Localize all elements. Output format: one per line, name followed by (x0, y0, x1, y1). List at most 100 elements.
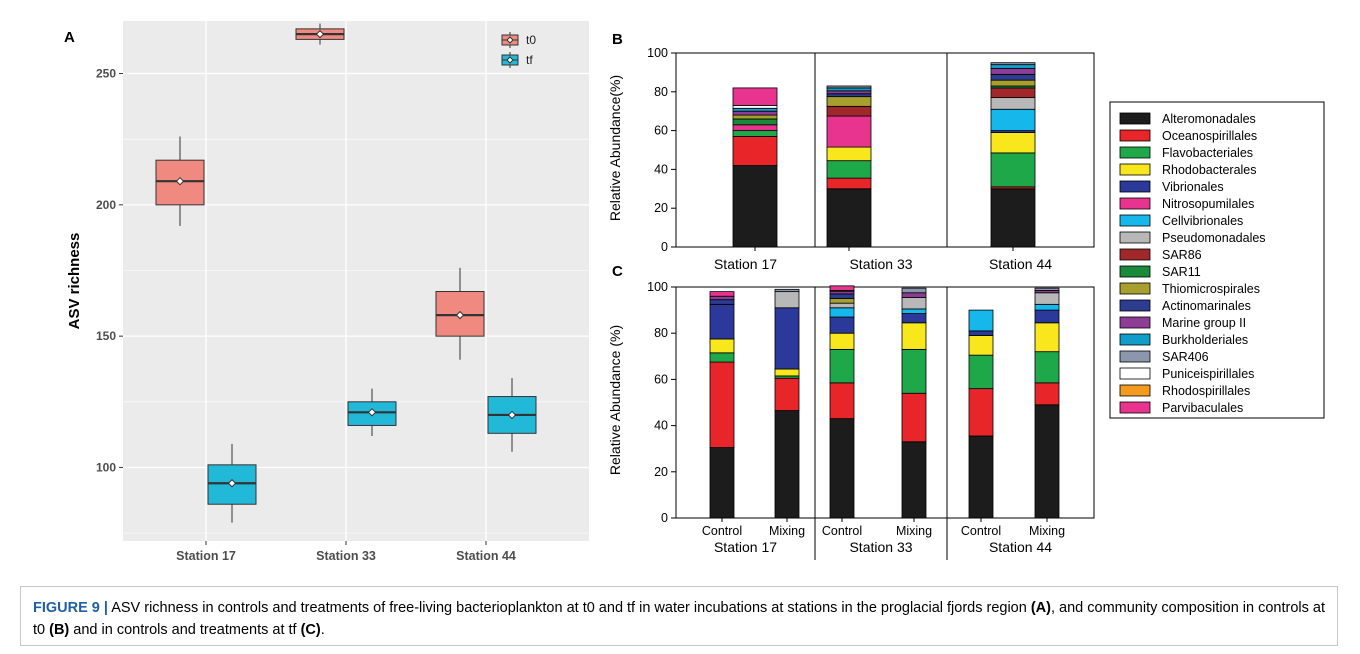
caption-ref-a: (A) (1031, 600, 1051, 616)
legend-swatch-pseudomonadales (1120, 232, 1150, 243)
caption-text-1: ASV richness in controls and treatments … (108, 600, 1031, 616)
y-tick-label: 20 (654, 465, 668, 479)
bar-segment (1035, 288, 1059, 290)
caption-ref-c: (C) (301, 622, 321, 638)
bar-segment (1035, 352, 1059, 383)
x-group-label: Station 17 (714, 539, 777, 555)
bar-segment (733, 136, 777, 165)
legend-swatch-marine-group-ii (1120, 317, 1150, 328)
bar-segment (830, 333, 854, 349)
bar-segment (991, 109, 1035, 130)
bar-segment (827, 88, 871, 91)
legend-swatch-actinomarinales (1120, 300, 1150, 311)
bar-segment (830, 419, 854, 518)
panel-b-bars (733, 63, 1035, 247)
legend-swatch-cellvibrionales (1120, 215, 1150, 226)
y-tick-label: 100 (647, 280, 668, 294)
bar-segment (710, 292, 734, 297)
bar-segment (1035, 405, 1059, 518)
bar-segment (902, 442, 926, 518)
figure-caption-label: FIGURE 9 | (33, 600, 108, 616)
legend-label: Oceanospirillales (1162, 129, 1257, 143)
bar-segment (710, 362, 734, 447)
bar-segment (733, 131, 777, 137)
bar-segment (827, 178, 871, 189)
legend-label: Vibrionales (1162, 180, 1224, 194)
y-tick-label: 60 (654, 372, 668, 386)
bar-segment (710, 339, 734, 353)
bar-segment (1035, 323, 1059, 352)
bar-segment (827, 161, 871, 178)
legend-label: Actinomarinales (1162, 299, 1251, 313)
bar-segment (991, 69, 1035, 75)
legend-label: SAR406 (1162, 350, 1209, 364)
legend-label: Marine group II (1162, 316, 1246, 330)
legend-swatch-vibrionales (1120, 181, 1150, 192)
x-tick-label: Station 33 (316, 549, 376, 563)
panel-c-y-axis-label: Relative Abundance (%) (607, 325, 623, 475)
bar-segment (775, 289, 799, 291)
bar-segment (775, 292, 799, 308)
panel-a-y-axis-label: ASV richness (66, 233, 83, 330)
bar-segment (827, 189, 871, 247)
bar-segment (969, 436, 993, 518)
bar-segment (733, 111, 777, 115)
bar-segment (830, 308, 854, 317)
y-tick-label: 40 (654, 419, 668, 433)
bar-segment (969, 331, 993, 336)
plot-frame (676, 287, 1094, 518)
legend-label: t0 (526, 33, 536, 47)
x-category-label: Mixing (769, 524, 805, 538)
legend-swatch-nitrosopumilales (1120, 198, 1150, 209)
bar-segment (733, 88, 777, 105)
bar-segment (991, 80, 1035, 86)
bar-segment (830, 294, 854, 299)
y-tick-label: 100 (96, 460, 116, 474)
bar-segment (969, 336, 993, 356)
legend-swatch-alteromonadales (1120, 113, 1150, 124)
x-group-label: Station 33 (849, 256, 912, 272)
bar-segment (1035, 304, 1059, 310)
x-group-label: Station 44 (989, 256, 1052, 272)
legend-label: Puniceispirillales (1162, 367, 1254, 381)
bar-segment (991, 98, 1035, 110)
bar-segment (710, 448, 734, 518)
legend-swatch-flavobacteriales (1120, 147, 1150, 158)
legend-label: tf (526, 53, 533, 67)
y-tick-label: 0 (661, 240, 668, 254)
bar-segment (991, 65, 1035, 69)
x-category-label: Mixing (896, 524, 932, 538)
panel-c-label: C (612, 263, 623, 280)
caption-ref-b: (B) (49, 622, 69, 638)
y-tick-label: 250 (96, 67, 116, 81)
order-legend: Alteromonadales Oceanospirillales Flavobac… (1110, 102, 1324, 418)
legend-label: Nitrosopumilales (1162, 197, 1254, 211)
bar-segment (991, 63, 1035, 65)
bar-segment (827, 86, 871, 88)
legend-label: Rhodospirillales (1162, 384, 1250, 398)
bar-segment (830, 299, 854, 304)
bar-segment (902, 349, 926, 393)
bar-segment (830, 383, 854, 419)
bar-segment (733, 108, 777, 111)
y-tick-label: 20 (654, 201, 668, 215)
bar-segment (902, 309, 926, 314)
bar-segment (827, 147, 871, 161)
panel-b-label: B (612, 31, 623, 48)
x-tick-label: Station 17 (176, 549, 236, 563)
bar-segment (733, 125, 777, 131)
bar-segment (827, 116, 871, 147)
bar-segment (991, 74, 1035, 80)
bar-segment (991, 88, 1035, 98)
bar-segment (1035, 293, 1059, 305)
legend-swatch-rhodospirillales (1120, 385, 1150, 396)
legend-label: Parvibaculales (1162, 401, 1243, 415)
bar-segment (902, 393, 926, 442)
y-tick-label: 80 (654, 326, 668, 340)
panel-a-plot-area (123, 21, 589, 541)
bar-segment (775, 369, 799, 376)
y-tick-label: 150 (96, 329, 116, 343)
panel-c-bars (710, 286, 1059, 518)
bar-segment (733, 105, 777, 108)
